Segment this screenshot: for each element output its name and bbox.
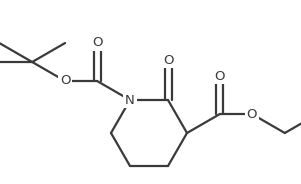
- Text: O: O: [92, 36, 102, 49]
- Text: O: O: [215, 70, 225, 82]
- Text: O: O: [247, 107, 257, 121]
- Text: O: O: [60, 75, 70, 88]
- Text: O: O: [163, 54, 173, 66]
- Text: N: N: [125, 93, 135, 107]
